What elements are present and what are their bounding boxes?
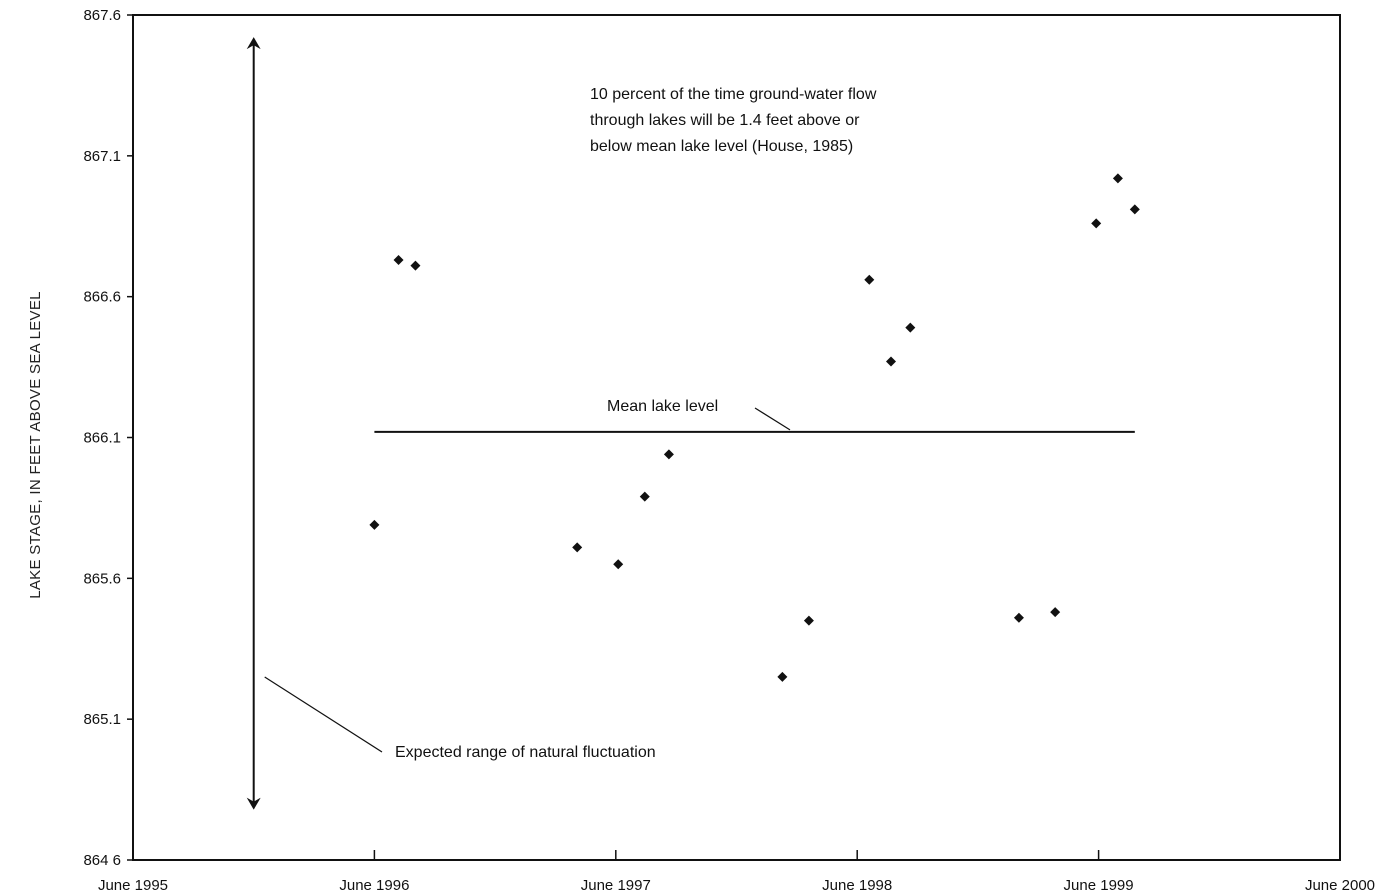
data-point: [777, 671, 788, 682]
x-tick-label: June 1998: [822, 877, 892, 893]
data-point: [864, 274, 875, 285]
house-1985-note: 10 percent of the time ground-water flow…: [590, 86, 877, 155]
data-point: [639, 491, 650, 502]
data-point: [572, 542, 583, 553]
y-tick-label: 866.1: [83, 430, 121, 447]
natural-fluctuation-range: Expected range of natural fluctuation: [246, 37, 656, 810]
data-points: [369, 173, 1140, 682]
range-label: Expected range of natural fluctuation: [395, 744, 656, 761]
x-tick-label: June 1997: [581, 877, 651, 893]
y-tick-label: 865.1: [83, 711, 121, 728]
note-line-3: below mean lake level (House, 1985): [590, 138, 853, 155]
y-tick-label: 866.6: [83, 289, 121, 306]
data-point: [905, 322, 916, 333]
note-line-2: through lakes will be 1.4 feet above or: [590, 112, 860, 129]
range-leader-line: [264, 676, 383, 753]
x-tick-label: June 1996: [339, 877, 409, 893]
data-point: [885, 356, 896, 367]
data-point: [613, 559, 624, 570]
y-axis-ticks: 867.6 867.1 866.6 866.1 865.6 865.1 864 6: [83, 7, 133, 869]
data-point: [393, 255, 404, 266]
data-point: [803, 615, 814, 626]
data-point: [1013, 612, 1024, 623]
y-axis-title: LAKE STAGE, IN FEET ABOVE SEA LEVEL: [27, 291, 44, 599]
x-tick-label: June 1999: [1064, 877, 1134, 893]
y-tick-label: 864 6: [83, 852, 121, 869]
mean-level-leader-line: [754, 407, 791, 431]
x-tick-label: June 1995: [98, 877, 168, 893]
data-point: [1112, 173, 1123, 184]
data-point: [1129, 204, 1140, 215]
note-line-1: 10 percent of the time ground-water flow: [590, 86, 877, 103]
mean-lake-level: Mean lake level: [374, 398, 1135, 433]
y-tick-label: 867.1: [83, 148, 121, 165]
mean-level-label: Mean lake level: [607, 398, 718, 415]
x-axis-ticks: June 1995 June 1996 June 1997 June 1998 June…: [98, 850, 1375, 893]
x-tick-label: June 2000: [1305, 877, 1375, 893]
y-tick-label: 865.6: [83, 570, 121, 587]
y-tick-label: 867.6: [83, 7, 121, 24]
data-point: [369, 519, 380, 530]
data-point: [1091, 218, 1102, 229]
data-point: [1050, 607, 1061, 618]
data-point: [663, 449, 674, 460]
data-point: [410, 260, 421, 271]
